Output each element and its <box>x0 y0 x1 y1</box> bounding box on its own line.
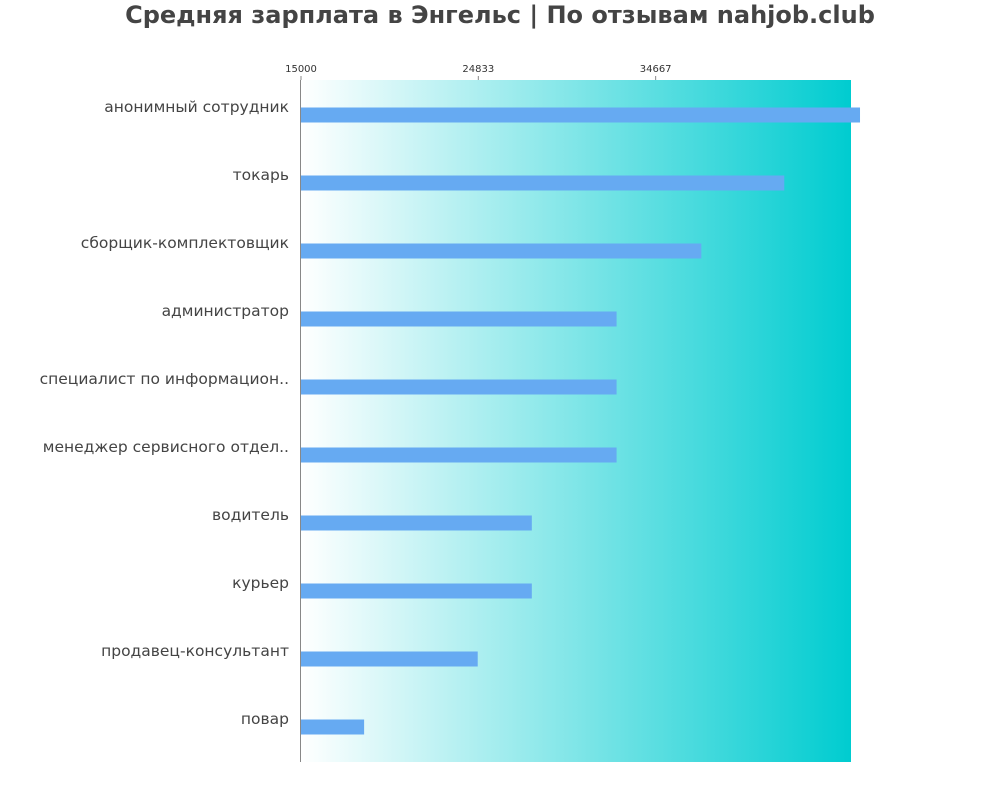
bar <box>301 107 861 123</box>
bar <box>301 447 617 463</box>
category-label: администратор <box>162 302 289 320</box>
category-label: специалист по информацион.. <box>40 370 289 388</box>
plot-background <box>301 80 851 762</box>
bar <box>301 175 785 191</box>
category-label: анонимный сотрудник <box>104 98 289 116</box>
bar <box>301 651 478 667</box>
x-tick-label: 34667 <box>640 64 672 75</box>
bar <box>301 243 702 259</box>
bar <box>301 515 532 531</box>
category-label: менеджер сервисного отдел.. <box>43 438 289 456</box>
bar <box>301 379 617 395</box>
bar <box>301 583 532 599</box>
category-label: водитель <box>212 506 289 524</box>
category-label: курьер <box>232 574 289 592</box>
bar <box>301 719 365 735</box>
chart-title: Средняя зарплата в Энгельс | По отзывам … <box>125 1 875 29</box>
category-label: токарь <box>233 166 289 184</box>
category-label: повар <box>241 710 289 728</box>
category-label: сборщик-комплектовщик <box>81 234 289 252</box>
bar <box>301 311 617 327</box>
x-tick-label: 24833 <box>462 64 494 75</box>
x-tick-label: 15000 <box>285 64 317 75</box>
category-label: продавец-консультант <box>101 642 289 660</box>
